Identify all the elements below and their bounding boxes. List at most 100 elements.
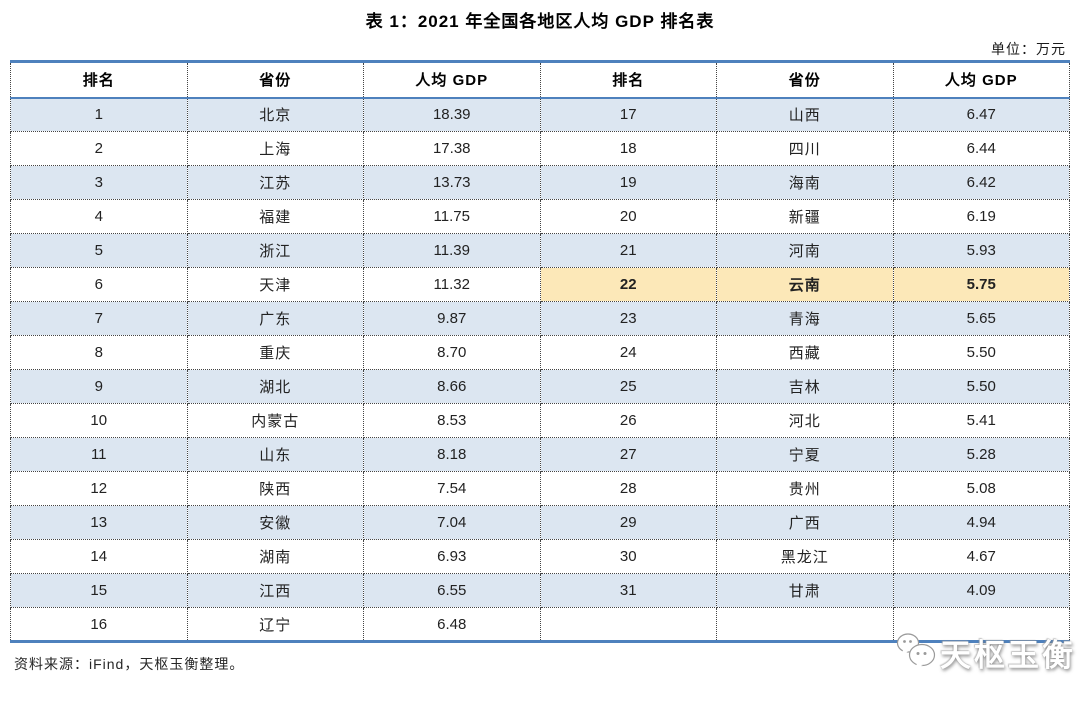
province-cell: 湖北 bbox=[186, 369, 364, 404]
gdp-cell: 18.39 bbox=[363, 97, 541, 132]
rank-cell: 18 bbox=[539, 131, 717, 166]
rank-cell: 25 bbox=[539, 369, 717, 404]
province-cell: 上海 bbox=[186, 131, 364, 166]
province-cell: 新疆 bbox=[716, 199, 894, 234]
table-row: 9 湖北 8.66 25 吉林 5.50 bbox=[10, 369, 1070, 404]
rank-cell: 24 bbox=[539, 335, 717, 370]
gdp-cell: 17.38 bbox=[363, 131, 541, 166]
gdp-cell: 4.67 bbox=[892, 539, 1070, 574]
province-cell: 山东 bbox=[186, 437, 364, 472]
table-row: 1 北京 18.39 17 山西 6.47 bbox=[10, 97, 1070, 132]
rank-cell: 28 bbox=[539, 471, 717, 506]
gdp-cell: 6.55 bbox=[363, 573, 541, 608]
province-cell bbox=[716, 607, 894, 642]
gdp-cell: 5.28 bbox=[892, 437, 1070, 472]
gdp-cell: 11.32 bbox=[363, 267, 541, 302]
province-cell: 海南 bbox=[716, 165, 894, 200]
gdp-cell: 11.75 bbox=[363, 199, 541, 234]
table-row: 8 重庆 8.70 24 西藏 5.50 bbox=[10, 335, 1070, 370]
province-cell: 福建 bbox=[186, 199, 364, 234]
gdp-cell: 7.04 bbox=[363, 505, 541, 540]
gdp-cell: 6.93 bbox=[363, 539, 541, 574]
gdp-cell: 5.08 bbox=[892, 471, 1070, 506]
table-row: 10 内蒙古 8.53 26 河北 5.41 bbox=[10, 403, 1070, 438]
province-cell: 宁夏 bbox=[716, 437, 894, 472]
rank-cell: 5 bbox=[10, 233, 188, 268]
rank-cell: 22 bbox=[539, 267, 717, 302]
rank-cell: 19 bbox=[539, 165, 717, 200]
province-cell: 北京 bbox=[186, 97, 364, 132]
rank-cell: 2 bbox=[10, 131, 188, 166]
table-header: 排名 省份 人均 GDP 排名 省份 人均 GDP bbox=[10, 61, 1070, 99]
data-source-note: 资料来源：iFind，天枢玉衡整理。 bbox=[14, 656, 245, 672]
province-cell: 黑龙江 bbox=[716, 539, 894, 574]
rank-cell: 11 bbox=[10, 437, 188, 472]
gdp-cell: 5.50 bbox=[892, 369, 1070, 404]
rank-cell: 10 bbox=[10, 403, 188, 438]
gdp-cell: 7.54 bbox=[363, 471, 541, 506]
gdp-cell: 6.42 bbox=[892, 165, 1070, 200]
table-body: 1 北京 18.39 17 山西 6.47 2 上海 17.38 18 四川 6.44 3 江苏 13.73… bbox=[10, 97, 1070, 642]
province-cell: 青海 bbox=[716, 301, 894, 336]
province-cell: 河南 bbox=[716, 233, 894, 268]
province-cell: 安徽 bbox=[186, 505, 364, 540]
province-cell: 内蒙古 bbox=[186, 403, 364, 438]
gdp-cell: 4.94 bbox=[892, 505, 1070, 540]
header-province-right: 省份 bbox=[716, 61, 894, 99]
unit-label: 单位：万元 bbox=[991, 41, 1066, 57]
gdp-cell: 6.48 bbox=[363, 607, 541, 642]
gdp-cell: 8.66 bbox=[363, 369, 541, 404]
province-cell: 天津 bbox=[186, 267, 364, 302]
rank-cell: 27 bbox=[539, 437, 717, 472]
table-row: 7 广东 9.87 23 青海 5.65 bbox=[10, 301, 1070, 336]
table-row: 6 天津 11.32 22 云南 5.75 bbox=[10, 267, 1070, 302]
province-cell: 西藏 bbox=[716, 335, 894, 370]
rank-cell: 26 bbox=[539, 403, 717, 438]
rank-cell: 17 bbox=[539, 97, 717, 132]
gdp-cell: 6.44 bbox=[892, 131, 1070, 166]
gdp-cell: 5.75 bbox=[892, 267, 1070, 302]
rank-cell: 16 bbox=[10, 607, 188, 642]
header-rank-right: 排名 bbox=[539, 61, 717, 99]
table-row: 4 福建 11.75 20 新疆 6.19 bbox=[10, 199, 1070, 234]
province-cell: 江苏 bbox=[186, 165, 364, 200]
province-cell: 河北 bbox=[716, 403, 894, 438]
header-gdp-right: 人均 GDP bbox=[892, 61, 1070, 99]
rank-cell: 4 bbox=[10, 199, 188, 234]
rank-cell: 13 bbox=[10, 505, 188, 540]
table-row: 14 湖南 6.93 30 黑龙江 4.67 bbox=[10, 539, 1070, 574]
rank-cell: 6 bbox=[10, 267, 188, 302]
rank-cell: 23 bbox=[539, 301, 717, 336]
province-cell: 广西 bbox=[716, 505, 894, 540]
page-title: 表 1：2021 年全国各地区人均 GDP 排名表 bbox=[365, 12, 715, 31]
table-row: 11 山东 8.18 27 宁夏 5.28 bbox=[10, 437, 1070, 472]
gdp-cell: 11.39 bbox=[363, 233, 541, 268]
gdp-cell: 5.41 bbox=[892, 403, 1070, 438]
province-cell: 江西 bbox=[186, 573, 364, 608]
rank-cell: 21 bbox=[539, 233, 717, 268]
gdp-cell: 6.19 bbox=[892, 199, 1070, 234]
province-cell: 贵州 bbox=[716, 471, 894, 506]
province-cell: 重庆 bbox=[186, 335, 364, 370]
gdp-cell: 8.53 bbox=[363, 403, 541, 438]
rank-cell: 12 bbox=[10, 471, 188, 506]
province-cell: 广东 bbox=[186, 301, 364, 336]
gdp-cell: 5.65 bbox=[892, 301, 1070, 336]
gdp-cell: 8.18 bbox=[363, 437, 541, 472]
province-cell: 山西 bbox=[716, 97, 894, 132]
rank-cell: 1 bbox=[10, 97, 188, 132]
table-row: 16 辽宁 6.48 bbox=[10, 607, 1070, 642]
table-row: 5 浙江 11.39 21 河南 5.93 bbox=[10, 233, 1070, 268]
rank-cell: 8 bbox=[10, 335, 188, 370]
gdp-ranking-table: 排名 省份 人均 GDP 排名 省份 人均 GDP 1 北京 18.39 17 山西 6.… bbox=[10, 60, 1070, 643]
table-row: 3 江苏 13.73 19 海南 6.42 bbox=[10, 165, 1070, 200]
rank-cell: 20 bbox=[539, 199, 717, 234]
gdp-cell: 4.09 bbox=[892, 573, 1070, 608]
province-cell: 云南 bbox=[716, 267, 894, 302]
rank-cell bbox=[539, 607, 717, 642]
rank-cell: 14 bbox=[10, 539, 188, 574]
rank-cell: 15 bbox=[10, 573, 188, 608]
rank-cell: 7 bbox=[10, 301, 188, 336]
gdp-cell bbox=[892, 607, 1070, 642]
gdp-cell: 9.87 bbox=[363, 301, 541, 336]
